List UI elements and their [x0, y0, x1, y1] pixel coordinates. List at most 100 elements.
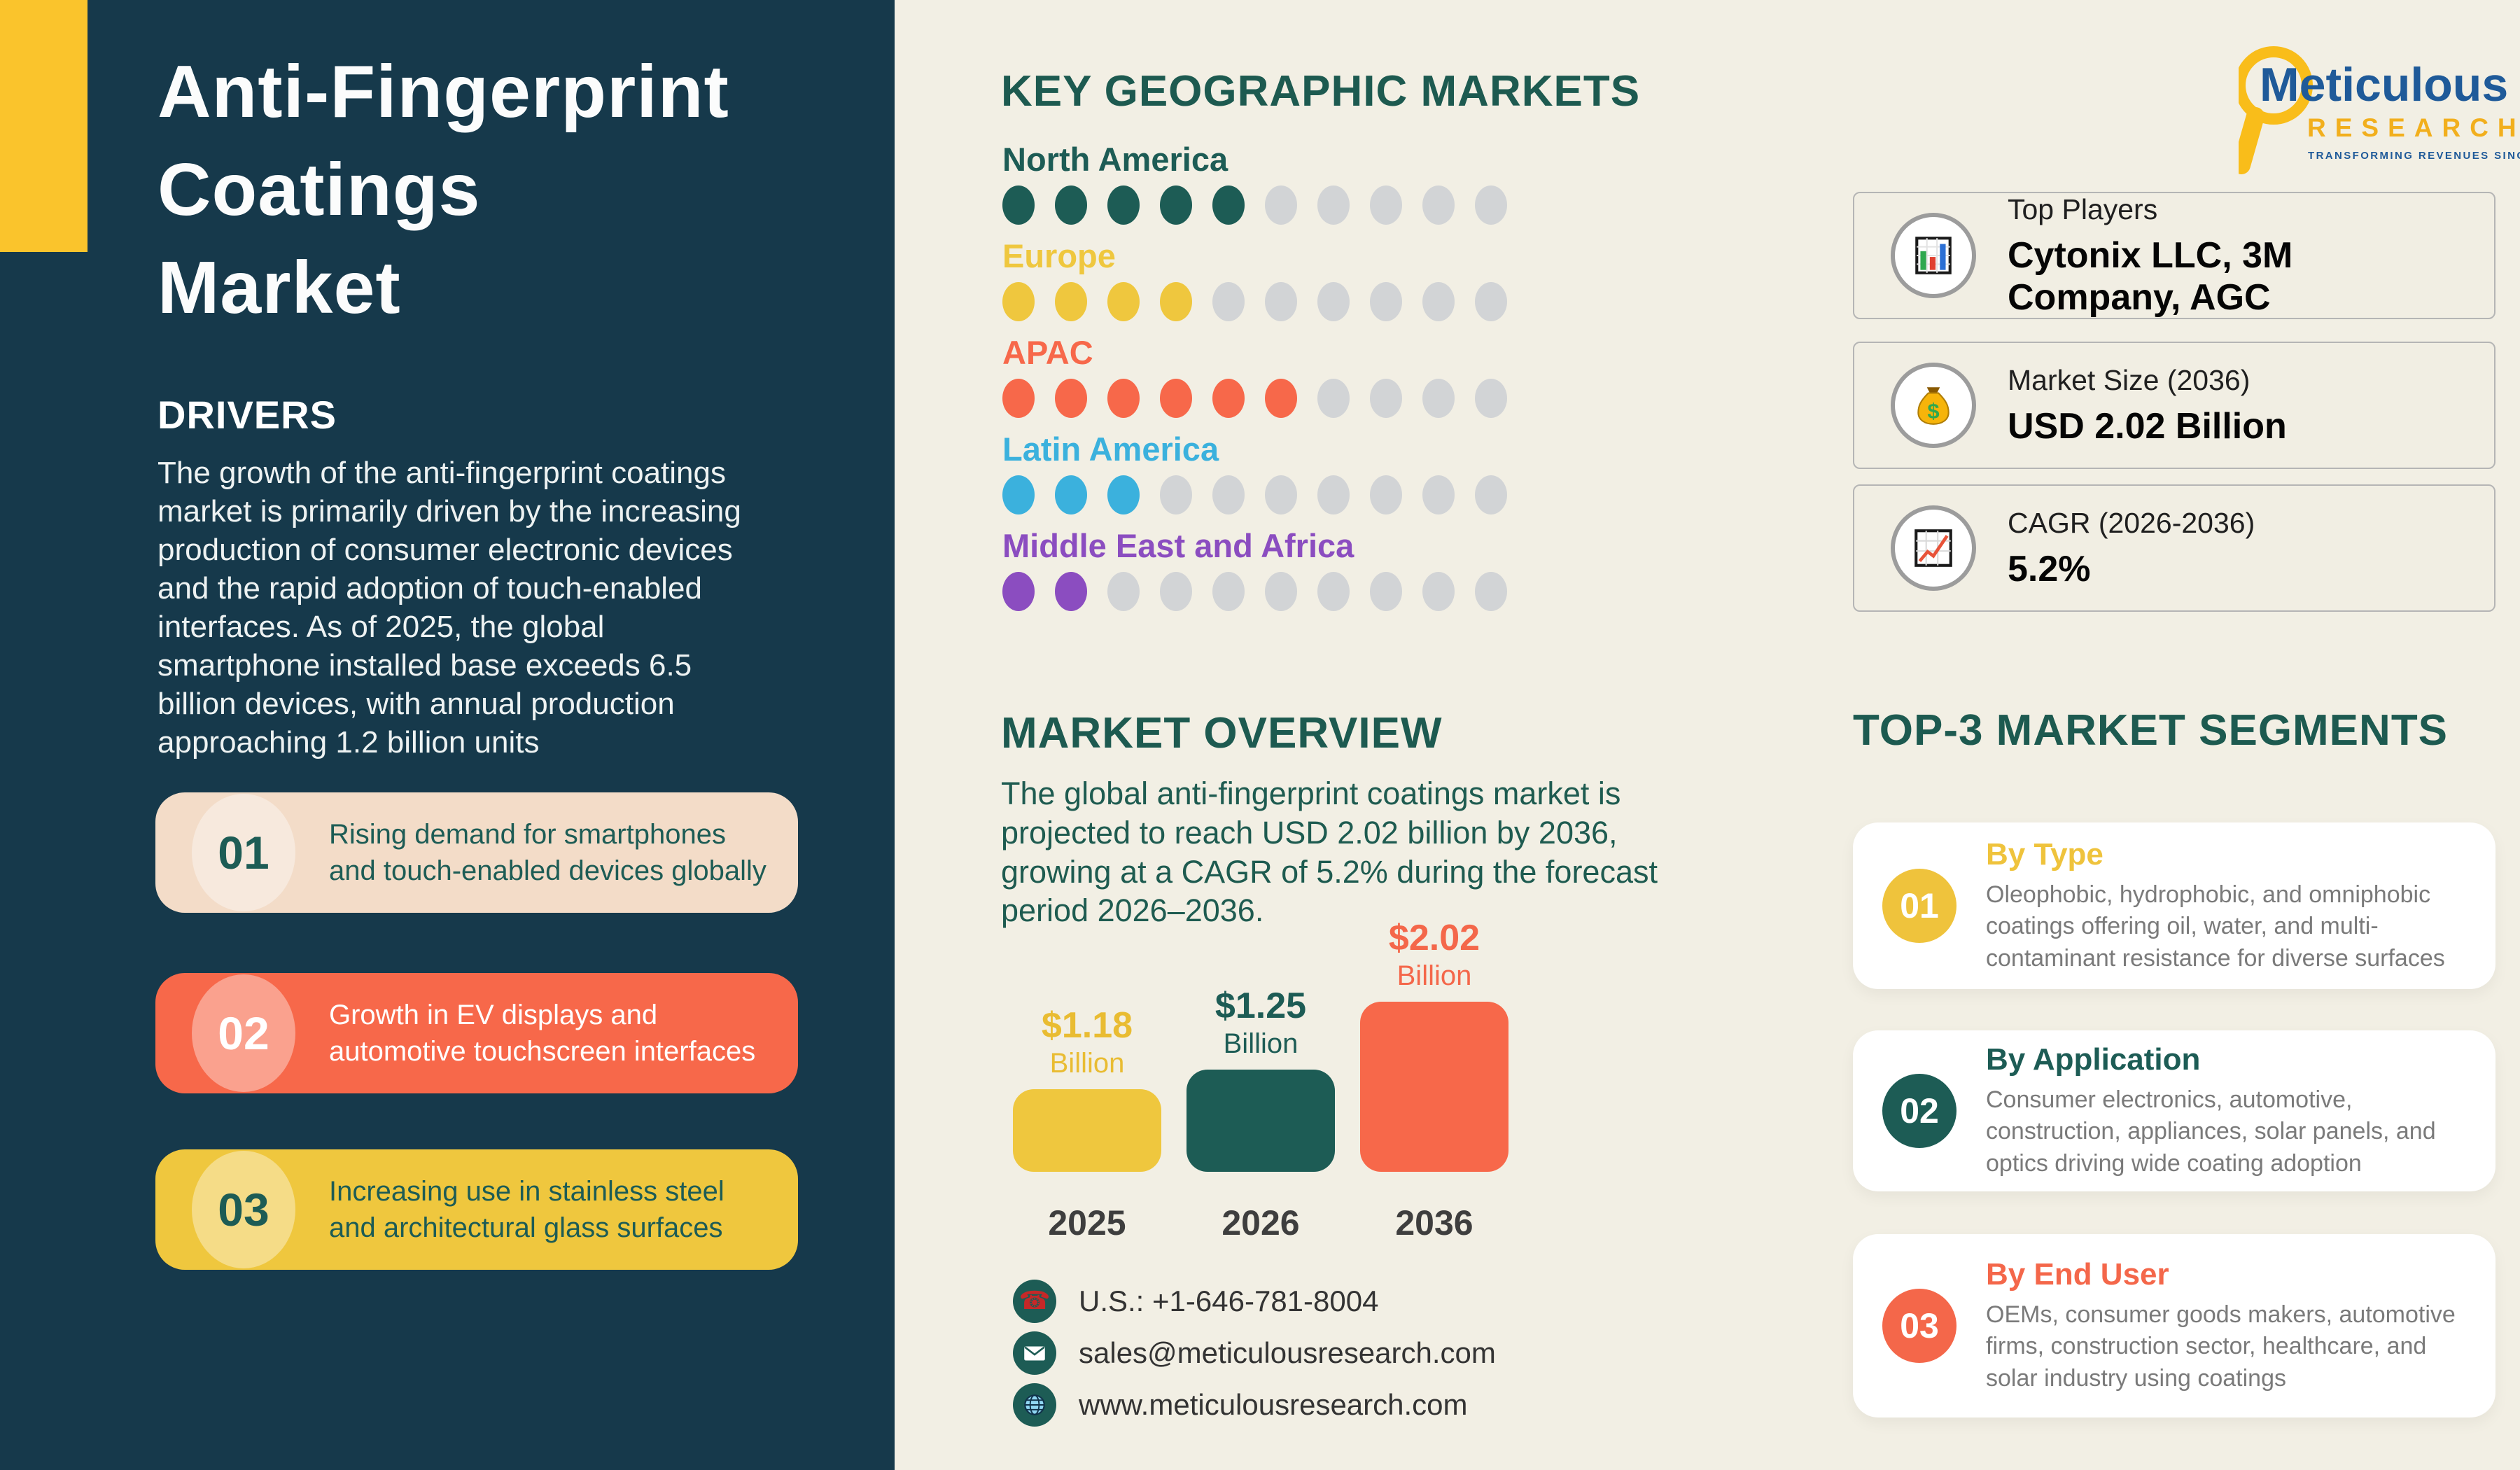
segment-number-2: 02: [1882, 1074, 1956, 1148]
geo-dot: [1002, 475, 1035, 514]
stat-card-cagr: CAGR (2026-2036) 5.2%: [1853, 484, 2496, 612]
svg-text:$: $: [1927, 399, 1939, 424]
globe-icon: [1013, 1383, 1056, 1427]
page-title-line2: Coatings: [158, 148, 481, 231]
geo-region-label: Latin America: [1002, 430, 1219, 468]
geo-region: Europe: [1002, 237, 1507, 321]
geo-dot: [1265, 475, 1297, 514]
page-title: Anti-Fingerprint Coatings Market: [158, 43, 729, 337]
geo-dot: [1317, 186, 1350, 225]
geo-dot: [1212, 186, 1245, 225]
geo-dot: [1055, 572, 1087, 611]
geo-region: Middle East and Africa: [1002, 526, 1507, 611]
contact-email-text: sales@meticulousresearch.com: [1079, 1336, 1496, 1369]
contact-row-email[interactable]: sales@meticulousresearch.com: [1013, 1331, 1496, 1375]
geo-dot: [1107, 572, 1140, 611]
geo-dot-row: [1002, 282, 1507, 321]
geo-dot: [1160, 379, 1192, 418]
stat-value: Cytonix LLC, 3M Company, AGC: [2008, 234, 2293, 318]
stat-label: Top Players: [2008, 192, 2158, 225]
money-bag-icon: $: [1891, 363, 1976, 448]
bar-value-label: $1.18 Billion: [1041, 1005, 1133, 1079]
geo-dot: [1002, 572, 1035, 611]
segment-text-block: By Type Oleophobic, hydrophobic, and omn…: [1986, 837, 2480, 974]
segment-body-3: OEMs, consumer goods makers, automotive …: [1986, 1301, 2456, 1392]
driver-text-3: Increasing use in stainless steel and ar…: [329, 1176, 724, 1243]
contact-row-website[interactable]: www.meticulousresearch.com: [1013, 1383, 1496, 1427]
contact-row-phone[interactable]: ☎ U.S.: +1-646-781-8004: [1013, 1280, 1496, 1323]
bar-year-label: 2026: [1222, 1203, 1300, 1242]
geo-region: Latin America: [1002, 430, 1507, 514]
magnifier-icon: [2239, 46, 2313, 174]
geo-dot: [1055, 282, 1087, 321]
bar-chart: $1.18 Billion 2025 $1.25 Billion 2026 $2.02 Bil…: [1013, 917, 1508, 1243]
geo-dot: [1370, 572, 1402, 611]
geo-dot: [1212, 379, 1245, 418]
geo-dot: [1265, 186, 1297, 225]
meticulous-research-logo: Meticulous RESEARCH TRANSFORMING REVENUE…: [2239, 29, 2520, 176]
bar-year-label: 2025: [1048, 1203, 1126, 1242]
geo-dot: [1475, 379, 1507, 418]
segment-card-by-end-user: 03 By End User OEMs, consumer goods make…: [1853, 1234, 2496, 1418]
geo-dot: [1317, 572, 1350, 611]
geo-dot: [1055, 186, 1087, 225]
driver-card-2: 02 Growth in EV displays and automotive …: [155, 973, 798, 1093]
drivers-heading: DRIVERS: [158, 393, 337, 437]
geo-dot: [1107, 282, 1140, 321]
driver-card-3: 03 Increasing use in stainless steel and…: [155, 1149, 798, 1270]
geo-dot: [1370, 186, 1402, 225]
geo-dot: [1370, 282, 1402, 321]
geo-dot: [1422, 186, 1455, 225]
bar: [1360, 1002, 1508, 1172]
geo-region-label: North America: [1002, 141, 1228, 178]
bar-value-label: $2.02 Billion: [1388, 918, 1480, 991]
drivers-paragraph: The growth of the anti-fingerprint coati…: [158, 456, 741, 760]
stat-text-block: Market Size (2036) USD 2.02 Billion: [2008, 364, 2287, 447]
segment-heading-1: By Type: [1986, 837, 2104, 872]
segment-card-by-type: 01 By Type Oleophobic, hydrophobic, and …: [1853, 822, 2496, 989]
bar-column: $1.25 Billion 2026: [1186, 985, 1335, 1243]
geo-dot: [1107, 475, 1140, 514]
driver-number-2: 02: [192, 974, 295, 1092]
geo-dot-row: [1002, 379, 1507, 418]
geo-region: APAC: [1002, 333, 1507, 418]
segments-heading: TOP-3 MARKET SEGMENTS: [1853, 706, 2449, 755]
geo-dot: [1107, 379, 1140, 418]
geo-dot: [1212, 282, 1245, 321]
logo-research: RESEARCH: [2307, 113, 2520, 142]
phone-icon: ☎: [1013, 1280, 1056, 1323]
stat-label: CAGR (2026-2036): [2008, 506, 2255, 539]
geo-dot: [1107, 186, 1140, 225]
geo-dot: [1265, 572, 1297, 611]
segment-text-block: By End User OEMs, consumer goods makers,…: [1986, 1257, 2480, 1394]
geo-dot: [1370, 379, 1402, 418]
stat-text-block: CAGR (2026-2036) 5.2%: [2008, 507, 2255, 590]
driver-number-1: 01: [192, 794, 295, 911]
geo-dot: [1422, 572, 1455, 611]
geo-dot: [1212, 572, 1245, 611]
left-panel: Anti-Fingerprint Coatings Market DRIVERS…: [0, 0, 895, 1470]
segment-heading-2: By Application: [1986, 1042, 2201, 1077]
segment-card-by-application: 02 By Application Consumer electronics, …: [1853, 1030, 2496, 1191]
market-overview-paragraph: The global anti-fingerprint coatings mar…: [1001, 776, 1658, 929]
geo-markets-heading: KEY GEOGRAPHIC MARKETS: [1001, 67, 1641, 115]
logo-tagline: TRANSFORMING REVENUES SINCE 2010: [2308, 150, 2520, 162]
geo-dot-row: [1002, 475, 1507, 514]
geo-region: North America: [1002, 140, 1507, 225]
bar-chart-icon: [1891, 213, 1976, 298]
geo-dot: [1160, 186, 1192, 225]
geo-dot: [1475, 475, 1507, 514]
contact-phone-text: U.S.: +1-646-781-8004: [1079, 1284, 1379, 1317]
growth-chart-icon: [1891, 505, 1976, 591]
bar: [1186, 1070, 1335, 1172]
stat-card-top-players: Top Players Cytonix LLC, 3M Company, AGC: [1853, 192, 2496, 319]
geo-dot: [1370, 475, 1402, 514]
geo-dot: [1422, 282, 1455, 321]
mail-icon: [1013, 1331, 1056, 1375]
geo-dot-row: [1002, 186, 1507, 225]
bar-column: $1.18 Billion 2025: [1013, 1004, 1161, 1243]
geo-dot: [1002, 282, 1035, 321]
geo-region-label: APAC: [1002, 334, 1093, 371]
geo-dot: [1160, 475, 1192, 514]
geo-dot: [1160, 282, 1192, 321]
